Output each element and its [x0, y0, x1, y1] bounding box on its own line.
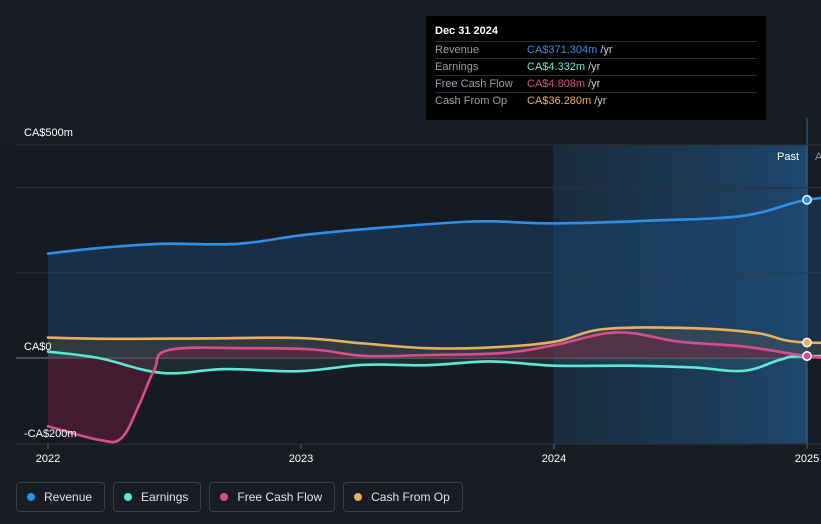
legend-label: Free Cash Flow [237, 490, 323, 504]
tooltip-value-text: CA$4.332m [527, 61, 586, 73]
tooltip-value-text: CA$4.808m [527, 78, 586, 90]
tooltip-value-text: CA$36.280m [527, 95, 592, 107]
tooltip-label: Free Cash Flow [435, 78, 513, 90]
series-line-revenue [46, 196, 821, 255]
y-tick-label: CA$0 [24, 341, 52, 353]
series-area-revenue [48, 198, 821, 358]
highlight-region [554, 145, 807, 444]
tooltip-label: Cash From Op [435, 95, 508, 107]
tooltip-row-revenue: Revenue CA$371.304m/yr [435, 41, 757, 59]
legend: Revenue Earnings Free Cash Flow Cash Fro… [16, 482, 463, 512]
y-tick-label: CA$500m [24, 127, 73, 139]
tooltip-row-earnings: Earnings CA$4.332m/yr [435, 58, 757, 76]
tooltip-date: Dec 31 2024 [435, 25, 498, 37]
x-tick-label: 2024 [542, 453, 566, 465]
x-tick-label: 2022 [36, 453, 60, 465]
legend-dot-icon [220, 493, 229, 501]
tooltip-value: CA$4.332m/yr [527, 61, 600, 73]
tooltip-label: Revenue [435, 44, 480, 56]
series-marker-cash-from-op [802, 337, 812, 348]
series-area-cash-from-op [48, 327, 821, 358]
tooltip-row-cash-from-op: Cash From Op CA$36.280m/yr [435, 92, 757, 110]
past-label: Past [777, 151, 799, 163]
legend-item-free-cash-flow[interactable]: Free Cash Flow [209, 482, 336, 512]
tooltip-row-free-cash-flow: Free Cash Flow CA$4.808m/yr [435, 75, 757, 93]
tooltip-unit: /yr [594, 95, 607, 107]
legend-label: Earnings [141, 490, 189, 504]
legend-item-cash-from-op[interactable]: Cash From Op [343, 482, 463, 512]
legend-label: Revenue [44, 490, 93, 504]
tooltip-value-text: CA$371.304m [527, 44, 598, 56]
legend-item-earnings[interactable]: Earnings [113, 482, 202, 512]
forecast-label: Analysts Forecasts [815, 151, 821, 163]
tooltip-value: CA$36.280m/yr [527, 95, 606, 107]
y-tick-label: -CA$200m [24, 428, 77, 440]
tooltip: Dec 31 2024 Revenue CA$371.304m/yr Earni… [426, 16, 766, 120]
x-tick-label: 2023 [289, 453, 313, 465]
series-marker-revenue [802, 194, 812, 205]
legend-dot-icon [354, 493, 363, 501]
tooltip-unit: /yr [600, 44, 613, 56]
legend-item-revenue[interactable]: Revenue [16, 482, 106, 512]
x-tick-label: 2025 [795, 453, 819, 465]
series-line-cash-from-op [46, 326, 821, 350]
series-area-earnings [48, 351, 821, 374]
tooltip-unit: /yr [588, 78, 601, 90]
legend-label: Cash From Op [371, 490, 450, 504]
tooltip-label: Earnings [435, 61, 479, 73]
legend-dot-icon [27, 493, 35, 501]
tooltip-unit: /yr [588, 61, 601, 73]
series-marker-free-cash-flow [802, 351, 812, 361]
legend-dot-icon [124, 493, 133, 501]
tooltip-value: CA$4.808m/yr [527, 78, 600, 90]
series-line-earnings [46, 350, 821, 375]
tooltip-value: CA$371.304m/yr [527, 44, 613, 56]
series-line-free-cash-flow [46, 331, 821, 444]
